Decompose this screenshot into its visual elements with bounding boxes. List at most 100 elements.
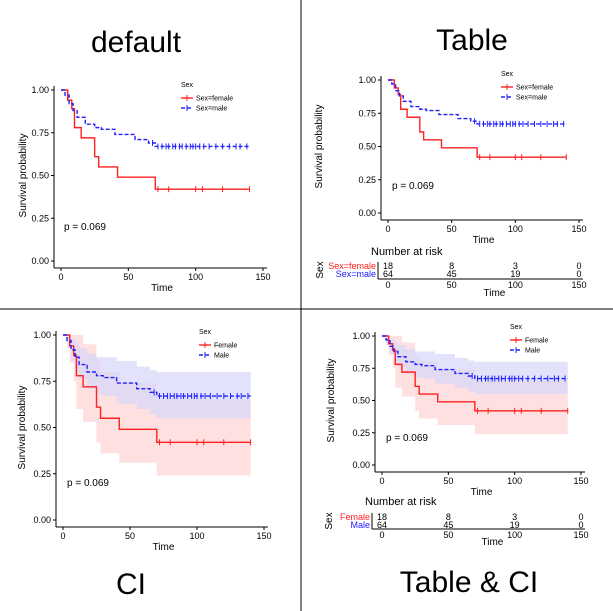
risk-table-title: Number at risk (371, 246, 443, 258)
y-tick-label: 0.50 (358, 142, 376, 152)
x-tick-label: 150 (571, 224, 586, 234)
legend-entry-male: Male (214, 353, 229, 360)
y-axis-label: Survival probability (18, 134, 29, 218)
y-tick-label: 1.00 (358, 75, 376, 85)
risk-row-label: Sex=male (336, 269, 376, 279)
risk-count: 3 (513, 261, 518, 271)
y-axis-label: Survival probability (326, 359, 337, 443)
risk-table-x-tick-label: 50 (447, 280, 457, 290)
y-tick-label: 0.00 (352, 460, 370, 470)
p-value-label: p = 0.069 (386, 433, 428, 444)
y-tick-label: 0.00 (31, 256, 49, 266)
risk-table-x-tick-label: 0 (379, 530, 384, 540)
risk-count: 0 (578, 512, 583, 522)
p-value-label: p = 0.069 (67, 478, 109, 489)
x-tick-label: 0 (58, 272, 63, 282)
y-tick-label: 0.75 (33, 376, 51, 386)
x-tick-label: 50 (125, 531, 135, 541)
x-tick-label: 150 (573, 476, 588, 486)
p-value-label: p = 0.069 (64, 222, 106, 233)
risk-table-x-label: Time (484, 288, 506, 299)
risk-table-x-tick-label: 0 (385, 280, 390, 290)
risk-table-x-tick-label: 150 (573, 530, 588, 540)
risk-count: 45 (443, 520, 453, 530)
y-tick-label: 0.75 (31, 128, 49, 138)
survival-curve-male (61, 89, 250, 148)
y-tick-label: 1.00 (33, 330, 51, 340)
y-tick-label: 0.00 (33, 515, 51, 525)
x-tick-label: 100 (188, 272, 203, 282)
ci-band-male (63, 335, 251, 419)
km-plot-2: 0.00 0.25 0.50 0.75 1.00 0 50 100 150 Time Surviva… (314, 71, 587, 299)
x-tick-label: 0 (60, 531, 65, 541)
survival-curve-female (63, 334, 251, 443)
survival-curve-female (382, 335, 568, 412)
legend-title: Sex (510, 324, 523, 331)
risk-count: 0 (578, 520, 583, 530)
risk-row-label: Female (340, 512, 370, 522)
y-tick-label: 0.75 (358, 108, 376, 118)
x-axis-label: Time (153, 542, 175, 553)
risk-count: 64 (383, 269, 393, 279)
legend-entry-female: Sex=female (196, 96, 233, 103)
x-tick-label: 100 (508, 224, 523, 234)
risk-count: 19 (510, 269, 520, 279)
risk-table-x-tick-label: 100 (507, 530, 522, 540)
risk-count: 64 (377, 520, 387, 530)
legend-title: Sex (501, 71, 514, 78)
survival-curve-female (61, 89, 250, 190)
y-tick-label: 0.25 (358, 175, 376, 185)
risk-count: 8 (449, 261, 454, 271)
panel-title-table: Table (436, 24, 508, 57)
risk-count: 8 (446, 512, 451, 522)
y-tick-label: 0.50 (33, 423, 51, 433)
y-tick-label: 0.25 (31, 213, 49, 223)
risk-table-y-label: Sex (315, 261, 326, 278)
legend-title: Sex (181, 82, 194, 89)
y-axis-label: Survival probability (17, 386, 28, 470)
x-tick-label: 0 (379, 476, 384, 486)
km-plot-4: 0.00 0.25 0.50 0.75 1.00 0 50 100 150 Time Surviva… (324, 324, 589, 548)
risk-count: 19 (510, 520, 520, 530)
x-axis-label: Time (473, 235, 495, 246)
y-tick-label: 0.75 (352, 363, 370, 373)
legend-entry-female: Female (525, 338, 548, 345)
x-tick-label: 50 (443, 476, 453, 486)
panel-title-ci: CI (116, 568, 146, 601)
y-tick-label: 1.00 (352, 331, 370, 341)
risk-count: 0 (576, 269, 581, 279)
risk-table-x-tick-label: 50 (443, 530, 453, 540)
survival-curve-male (382, 335, 568, 380)
x-tick-label: 150 (255, 272, 270, 282)
p-value-label: p = 0.069 (392, 181, 434, 192)
y-tick-label: 0.25 (352, 428, 370, 438)
x-tick-label: 50 (447, 224, 457, 234)
plots-layer: 0.00 0.25 0.50 0.75 1.00 0 50 100 150 Time Surviva… (17, 71, 589, 553)
y-tick-label: 0.00 (358, 208, 376, 218)
x-tick-label: 0 (385, 224, 390, 234)
risk-count: 18 (377, 512, 387, 522)
risk-count: 45 (447, 269, 457, 279)
legend-entry-female: Sex=female (516, 85, 553, 92)
risk-count: 0 (576, 261, 581, 271)
risk-count: 3 (512, 512, 517, 522)
risk-count: 18 (383, 261, 393, 271)
survival-curve-male (388, 79, 567, 125)
x-tick-label: 150 (256, 531, 271, 541)
y-tick-label: 0.50 (352, 396, 370, 406)
legend-entry-male: Sex=male (516, 95, 547, 102)
panel-title-table-ci: Table & CI (400, 566, 538, 599)
risk-table-y-label: Sex (324, 512, 335, 529)
km-plot-1: 0.00 0.25 0.50 0.75 1.00 0 50 100 150 Time Surviva… (18, 82, 271, 294)
x-tick-label: 50 (123, 272, 133, 282)
legend-title: Sex (199, 329, 212, 336)
ci-band-male (382, 336, 568, 395)
survival-curve-female (388, 79, 567, 158)
legend-entry-female: Female (214, 343, 237, 350)
y-tick-label: 0.25 (33, 469, 51, 479)
risk-row-label: Male (350, 520, 370, 530)
x-axis-label: Time (471, 487, 493, 498)
x-tick-label: 100 (189, 531, 204, 541)
legend-entry-male: Male (525, 348, 540, 355)
